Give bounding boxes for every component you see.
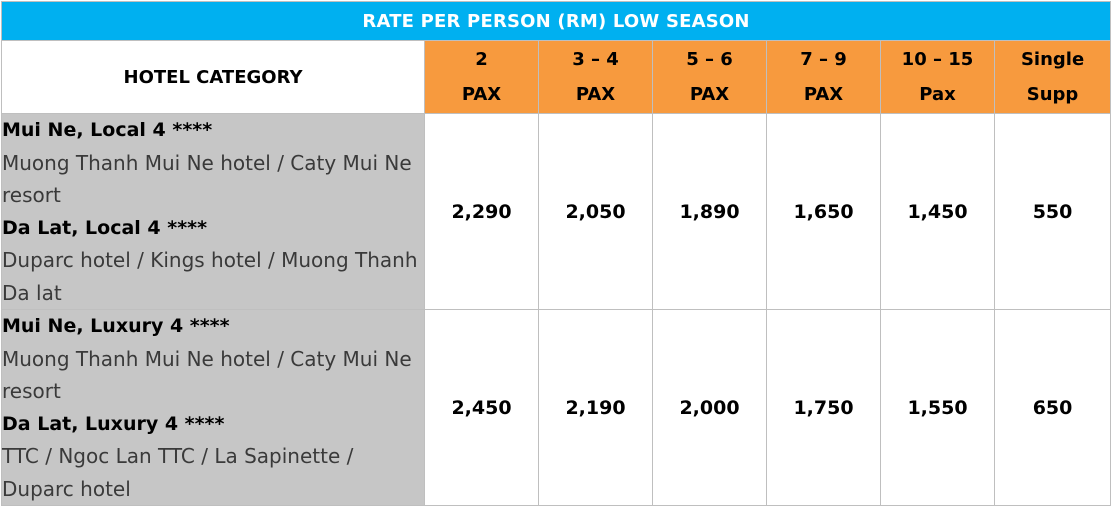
header-row: HOTEL CATEGORY 2 PAX 3 – 4 PAX 5 – 6 PAX… <box>1 40 1111 114</box>
pax-header-line2: Pax <box>919 84 956 105</box>
location-name: Mui Ne, Local 4 **** <box>2 119 213 141</box>
single-supplement-cell: 650 <box>993 309 1111 506</box>
pax-header-5-6: 5 – 6 PAX <box>652 40 767 114</box>
pax-header-line1: 5 – 6 <box>686 49 733 70</box>
pax-header-line2: PAX <box>803 84 844 105</box>
hotel-list: Muong Thanh Mui Ne hotel / Caty Mui Ne r… <box>2 346 412 404</box>
pax-header-line2: Supp <box>1026 84 1079 105</box>
pax-header-2: 2 PAX <box>424 40 539 114</box>
price-cell: 1,450 <box>880 113 995 310</box>
pax-header-line2: PAX <box>575 84 616 105</box>
table-row-luxury: Mui Ne, Luxury 4 **** Muong Thanh Mui Ne… <box>1 309 1111 506</box>
price-cell: 2,050 <box>538 113 653 310</box>
price-cell: 1,750 <box>766 309 881 506</box>
location-name: Mui Ne, Luxury 4 **** <box>2 315 230 337</box>
hotel-category-header: HOTEL CATEGORY <box>1 40 425 114</box>
pax-header-line1: 2 <box>475 49 488 70</box>
single-supplement-cell: 550 <box>993 113 1111 310</box>
price-cell: 2,450 <box>424 309 539 506</box>
hotel-list: Duparc hotel / Kings hotel / Muong Thanh… <box>2 248 418 305</box>
hotel-list: Muong Thanh Mui Ne hotel / Caty Mui Ne r… <box>2 150 412 208</box>
hotel-category-cell: Mui Ne, Luxury 4 **** Muong Thanh Mui Ne… <box>1 309 425 506</box>
price-cell: 1,890 <box>652 113 767 310</box>
pax-header-3-4: 3 – 4 PAX <box>538 40 653 114</box>
price-cell: 2,290 <box>424 113 539 310</box>
single-supplement-header: Single Supp <box>993 40 1111 114</box>
table-title: RATE PER PERSON (RM) LOW SEASON <box>0 1 1111 41</box>
location-name: Da Lat, Luxury 4 **** <box>2 412 225 435</box>
price-cell: 2,190 <box>538 309 653 506</box>
hotel-category-cell: Mui Ne, Local 4 **** Muong Thanh Mui Ne … <box>1 113 425 310</box>
price-cell: 1,550 <box>880 309 995 506</box>
pax-header-line1: 10 – 15 <box>901 49 974 70</box>
pax-header-line2: PAX <box>689 84 730 105</box>
price-cell: 2,000 <box>652 309 767 506</box>
hotel-list: TTC / Ngoc Lan TTC / La Sapinette / Dupa… <box>2 444 354 501</box>
pax-header-line1: 7 – 9 <box>800 49 847 70</box>
location-name: Da Lat, Local 4 **** <box>2 216 208 239</box>
pax-header-7-9: 7 – 9 PAX <box>766 40 881 114</box>
table-row-local: Mui Ne, Local 4 **** Muong Thanh Mui Ne … <box>1 113 1111 310</box>
title-row: RATE PER PERSON (RM) LOW SEASON <box>0 1 1111 41</box>
pax-header-10-15: 10 – 15 Pax <box>880 40 995 114</box>
pax-header-line1: Single <box>1020 49 1085 70</box>
price-cell: 1,650 <box>766 113 881 310</box>
pax-header-line1: 3 – 4 <box>572 49 619 70</box>
pax-header-line2: PAX <box>461 84 502 105</box>
